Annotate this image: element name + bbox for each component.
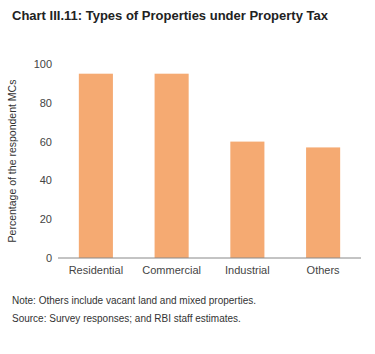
- title: Chart III.11: Types of Properties under …: [12, 8, 329, 23]
- y-tick-label: 0: [46, 252, 52, 264]
- note: Source: Survey responses; and RBI staff …: [12, 313, 241, 324]
- x-tick-label: Others: [307, 264, 341, 276]
- bar: [230, 142, 264, 258]
- chart-container: Chart III.11: Types of Properties under …: [0, 0, 375, 354]
- note: Note: Others include vacant land and mix…: [12, 295, 256, 306]
- y-tick-label: 60: [40, 136, 52, 148]
- y-axis-label: Percentage of the respondent MCs: [6, 80, 18, 243]
- bar: [79, 74, 113, 258]
- x-tick-label: Industrial: [225, 264, 270, 276]
- y-tick-label: 80: [40, 97, 52, 109]
- bar: [306, 147, 340, 258]
- x-axis-line: [58, 258, 361, 259]
- chart-svg: Chart III.11: Types of Properties under …: [0, 0, 375, 354]
- y-tick-label: 20: [40, 213, 52, 225]
- bars: [79, 74, 340, 258]
- bar: [155, 74, 189, 258]
- x-tick-label: Commercial: [142, 264, 201, 276]
- y-tick-label: 100: [34, 58, 52, 70]
- y-tick-label: 40: [40, 174, 52, 186]
- x-tick-label: Residential: [69, 264, 123, 276]
- title-line: Chart III.11: Types of Properties under …: [12, 8, 329, 23]
